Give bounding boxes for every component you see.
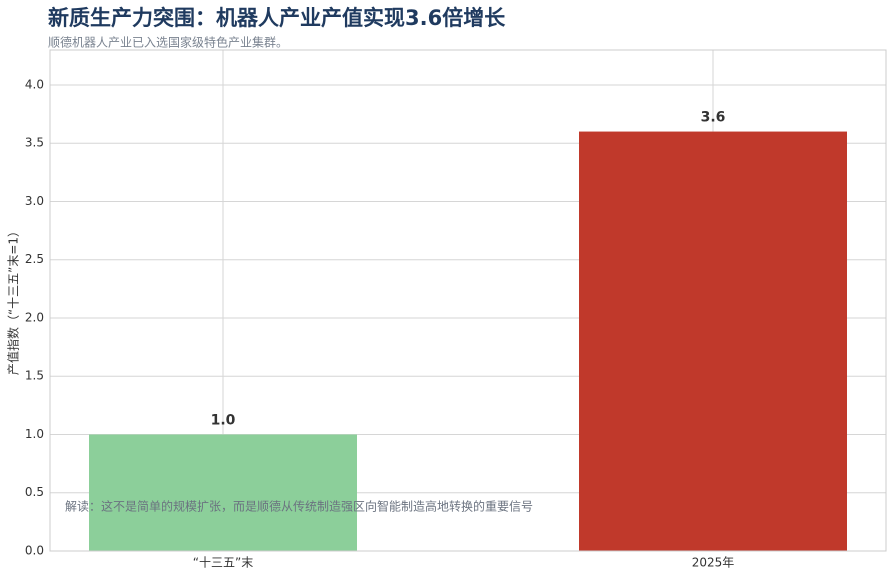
y-tick-label: 4.0: [25, 77, 44, 91]
plot-frame: [49, 49, 887, 552]
y-tick-label: 1.0: [25, 427, 44, 441]
y-tick-label: 2.0: [25, 310, 44, 324]
y-tick-label: 2.5: [25, 252, 44, 266]
x-tick-label: “十三五”末: [193, 556, 253, 570]
x-tick-label: 2025年: [692, 556, 735, 570]
bar: [89, 434, 357, 551]
y-tick-label: 3.0: [25, 194, 44, 208]
y-axis-label: 产值指数（“十三五”末=1）: [6, 225, 21, 375]
bar: [579, 131, 847, 551]
data-label: 1.0: [211, 412, 236, 428]
annotation: 解读：这不是简单的规模扩张，而是顺德从传统制造强区向智能制造高地转换的重要信号: [65, 499, 533, 514]
chart-subtitle: 顺德机器人产业已入选国家级特色产业集群。: [48, 35, 288, 50]
y-tick-label: 1.5: [25, 369, 44, 383]
chart-title: 新质生产力突围：机器人产业产值实现3.6倍增长: [48, 6, 506, 30]
y-tick-label: 3.5: [25, 136, 44, 150]
data-label: 3.6: [701, 110, 726, 126]
y-tick-label: 0.5: [25, 485, 44, 499]
y-tick-label: 0.0: [25, 544, 44, 558]
